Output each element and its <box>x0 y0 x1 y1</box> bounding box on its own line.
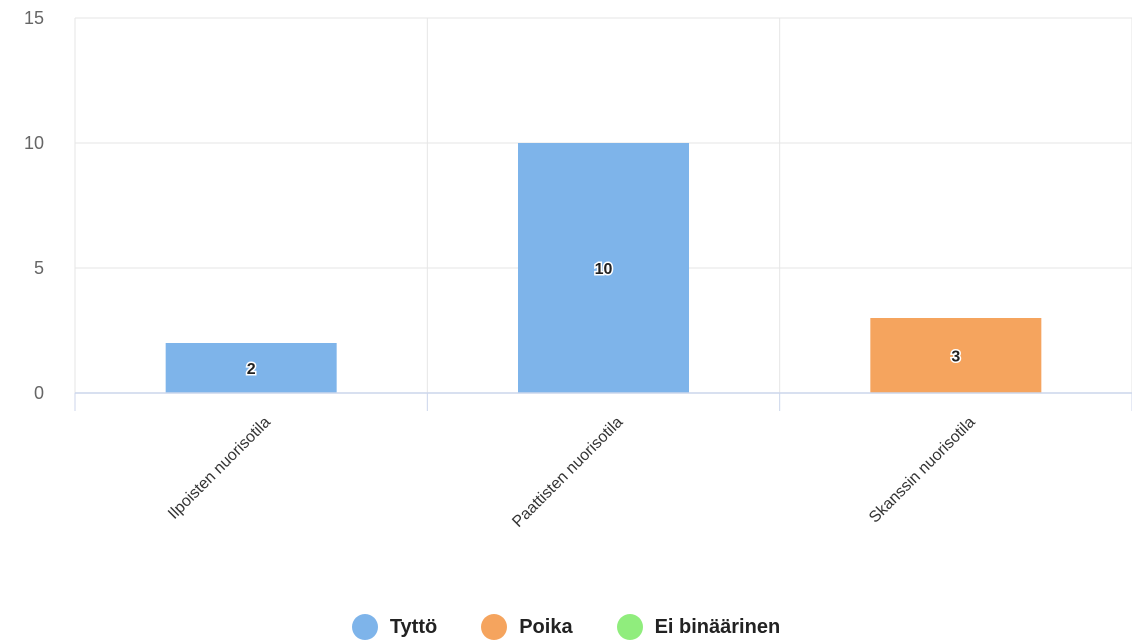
legend-swatch <box>481 614 508 640</box>
y-tick-label: 10 <box>24 133 44 153</box>
x-category-label: Skanssin nuorisotila <box>866 414 979 527</box>
data-label: 10 <box>595 261 613 278</box>
legend-item[interactable]: Ei binäärinen <box>616 614 781 640</box>
x-category-label: Ilpoisten nuorisotila <box>165 414 274 523</box>
bar <box>870 318 1042 393</box>
labels: 0 5 10 15 2 Ilpoisten nuorisotila 10 Paattisten… <box>24 8 979 531</box>
bar <box>518 143 689 393</box>
legend-item[interactable]: Tyttö <box>351 614 438 640</box>
legend-swatch <box>616 614 643 640</box>
y-tick-label: 0 <box>34 383 44 403</box>
legend: Tyttö Poika Ei binäärinen <box>0 612 1132 642</box>
x-category-label: Paattisten nuorisotila <box>509 414 626 531</box>
y-tick-label: 5 <box>34 258 44 278</box>
y-tick-label: 15 <box>24 8 44 28</box>
bar <box>165 343 337 393</box>
legend-label: Tyttö <box>389 615 438 638</box>
axes <box>74 392 1132 411</box>
bars <box>165 143 1042 393</box>
legend-label: Poika <box>519 615 573 638</box>
legend-label: Ei binäärinen <box>654 615 781 638</box>
legend-swatch <box>351 614 378 640</box>
data-label: 3 <box>951 349 960 366</box>
data-label: 2 <box>247 361 256 378</box>
legend-item[interactable]: Poika <box>481 614 573 640</box>
